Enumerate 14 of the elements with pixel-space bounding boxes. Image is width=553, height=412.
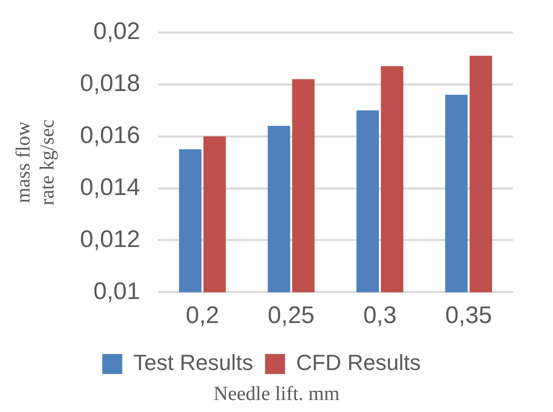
x-tick-label: 0,25	[268, 302, 315, 330]
x-tick-label: 0,35	[445, 302, 492, 330]
y-tick-label: 0,02	[93, 18, 140, 46]
y-tick-label: 0,012	[80, 226, 140, 253]
x-axis-title: Needle lift. mm	[212, 383, 341, 406]
y-axis-title: mass flow rate kg/sec	[12, 119, 58, 206]
y-tick-label: 0,018	[80, 70, 140, 97]
legend-label: CFD Results	[296, 350, 421, 376]
y-tick-label: 0,01	[93, 278, 140, 305]
y-tick-label: 0,016	[80, 122, 140, 149]
y-tick-label: 0,014	[80, 174, 140, 201]
legend-label: Test Results	[133, 350, 254, 376]
x-tick-label: 0,3	[363, 302, 397, 330]
x-tick-label: 0,2	[186, 302, 220, 330]
